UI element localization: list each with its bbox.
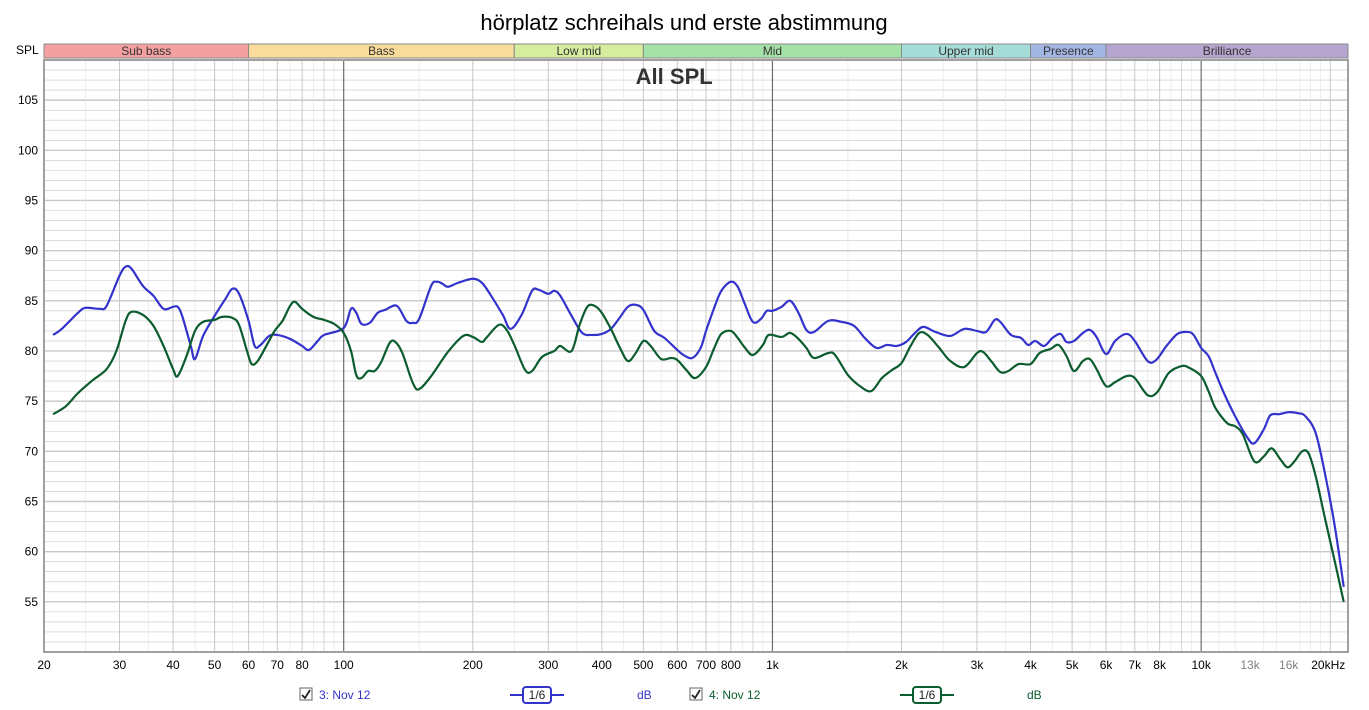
y-axis-ticks: 55 60 65 70 75 80 85 90 95 100 105 xyxy=(18,93,38,609)
y-tick-label: 105 xyxy=(18,93,38,107)
check-icon xyxy=(691,689,701,700)
chart-title: hörplatz schreihals und erste abstimmung xyxy=(480,10,887,35)
smoothing-label: 1/6 xyxy=(919,688,936,702)
band-label: Presence xyxy=(1043,44,1094,58)
legend-label: 3: Nov 12 xyxy=(319,688,371,702)
x-tick-label: 100 xyxy=(334,658,354,672)
smoothing-label: 1/6 xyxy=(529,688,546,702)
x-tick-label: 80 xyxy=(295,658,309,672)
y-tick-label: 65 xyxy=(25,494,39,508)
series-layer xyxy=(52,264,1345,603)
x-tick-label: 10k xyxy=(1192,658,1212,672)
y-tick-label: 100 xyxy=(18,143,38,157)
y-tick-label: 90 xyxy=(25,244,39,258)
band-label: Sub bass xyxy=(121,44,171,58)
check-icon xyxy=(301,689,311,700)
legend: 3: Nov 12 1/6 dB 4: Nov 12 1/6 dB xyxy=(299,686,1042,704)
band-label: Upper mid xyxy=(938,44,993,58)
x-tick-label: 13k xyxy=(1240,658,1260,672)
x-tick-label: 800 xyxy=(721,658,741,672)
band-brilliance xyxy=(1105,43,1349,59)
legend-checkbox[interactable] xyxy=(299,687,313,701)
plot-title: All SPL xyxy=(636,64,713,89)
band-label: Brilliance xyxy=(1203,44,1252,58)
band-label: Bass xyxy=(368,44,395,58)
band-label: Mid xyxy=(763,44,782,58)
legend-unit: dB xyxy=(637,688,652,702)
x-axis-ticks: 20 30 40 50 60 70 80 100 200 300 400 500 600 700 800 1k… xyxy=(37,658,1345,672)
smoothing-indicator[interactable] xyxy=(912,686,942,704)
x-tick-label: 3k xyxy=(971,658,985,672)
x-tick-label: 8k xyxy=(1153,658,1167,672)
y-tick-label: 70 xyxy=(25,444,39,458)
x-tick-label: 50 xyxy=(208,658,222,672)
series-line-2 xyxy=(52,300,1345,603)
x-tick-label: 7k xyxy=(1128,658,1142,672)
x-tick-label: 70 xyxy=(271,658,285,672)
legend-item-2[interactable]: 4: Nov 12 1/6 dB xyxy=(689,686,1042,704)
x-tick-label: 500 xyxy=(633,658,653,672)
frequency-band-bar: Sub bass Bass Low mid Mid Upper mid Presence B… xyxy=(43,43,1349,59)
x-tick-label: 300 xyxy=(538,658,558,672)
x-tick-label: 2k xyxy=(895,658,909,672)
y-tick-label: 85 xyxy=(25,294,39,308)
x-tick-label: 20kHz xyxy=(1311,658,1345,672)
x-tick-label: 40 xyxy=(166,658,180,672)
y-tick-label: 60 xyxy=(25,545,39,559)
x-tick-label: 600 xyxy=(667,658,687,672)
plot-frame xyxy=(43,59,1349,653)
x-tick-label: 20 xyxy=(37,658,51,672)
y-tick-label: 75 xyxy=(25,394,39,408)
x-tick-label: 200 xyxy=(463,658,483,672)
y-tick-label: 80 xyxy=(25,344,39,358)
legend-item-1[interactable]: 3: Nov 12 1/6 dB xyxy=(299,686,652,704)
legend-label: 4: Nov 12 xyxy=(709,688,761,702)
x-tick-label: 700 xyxy=(696,658,716,672)
y-axis-label: SPL xyxy=(16,43,39,57)
band-label: Low mid xyxy=(556,44,601,58)
y-tick-label: 55 xyxy=(25,595,39,609)
x-tick-label: 30 xyxy=(113,658,127,672)
x-tick-label: 4k xyxy=(1024,658,1038,672)
x-tick-label: 400 xyxy=(592,658,612,672)
series-line-1 xyxy=(52,264,1345,587)
x-tick-label: 1k xyxy=(766,658,780,672)
x-tick-label: 5k xyxy=(1066,658,1080,672)
x-tick-label: 60 xyxy=(242,658,256,672)
smoothing-indicator[interactable] xyxy=(522,686,552,704)
legend-checkbox[interactable] xyxy=(689,687,703,701)
x-tick-label: 6k xyxy=(1100,658,1114,672)
y-tick-label: 95 xyxy=(25,193,39,207)
x-tick-label: 16k xyxy=(1279,658,1299,672)
legend-unit: dB xyxy=(1027,688,1042,702)
